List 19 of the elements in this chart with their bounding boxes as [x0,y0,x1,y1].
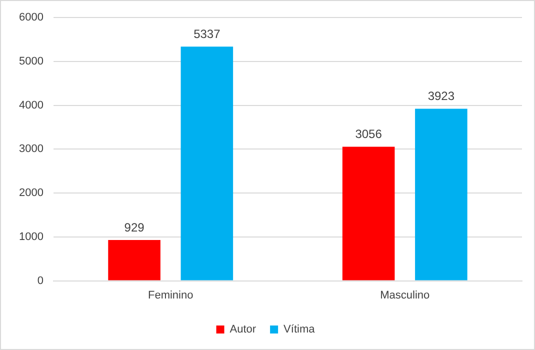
y-tick-label: 1000 [18,230,44,243]
bar [108,240,160,280]
y-tick-label: 4000 [18,99,44,112]
y-tick-label: 5000 [18,56,44,68]
bar [342,146,395,280]
data-label: 5337 [194,26,221,41]
legend-label: Vítima [284,324,316,336]
legend-label: Autor [230,324,256,336]
y-tick-label: 6000 [18,12,44,24]
data-label: 3056 [355,127,382,142]
bar [415,108,468,280]
y-tick-label: 0 [37,274,44,287]
data-label: 3923 [428,89,455,104]
y-tick-label: 3000 [18,143,44,156]
bar [180,46,234,280]
data-label: 929 [124,220,145,234]
y-tick-label: 2000 [18,187,44,200]
x-tick-label: Feminino [148,289,194,302]
x-tick-label: Masculino [380,289,430,302]
